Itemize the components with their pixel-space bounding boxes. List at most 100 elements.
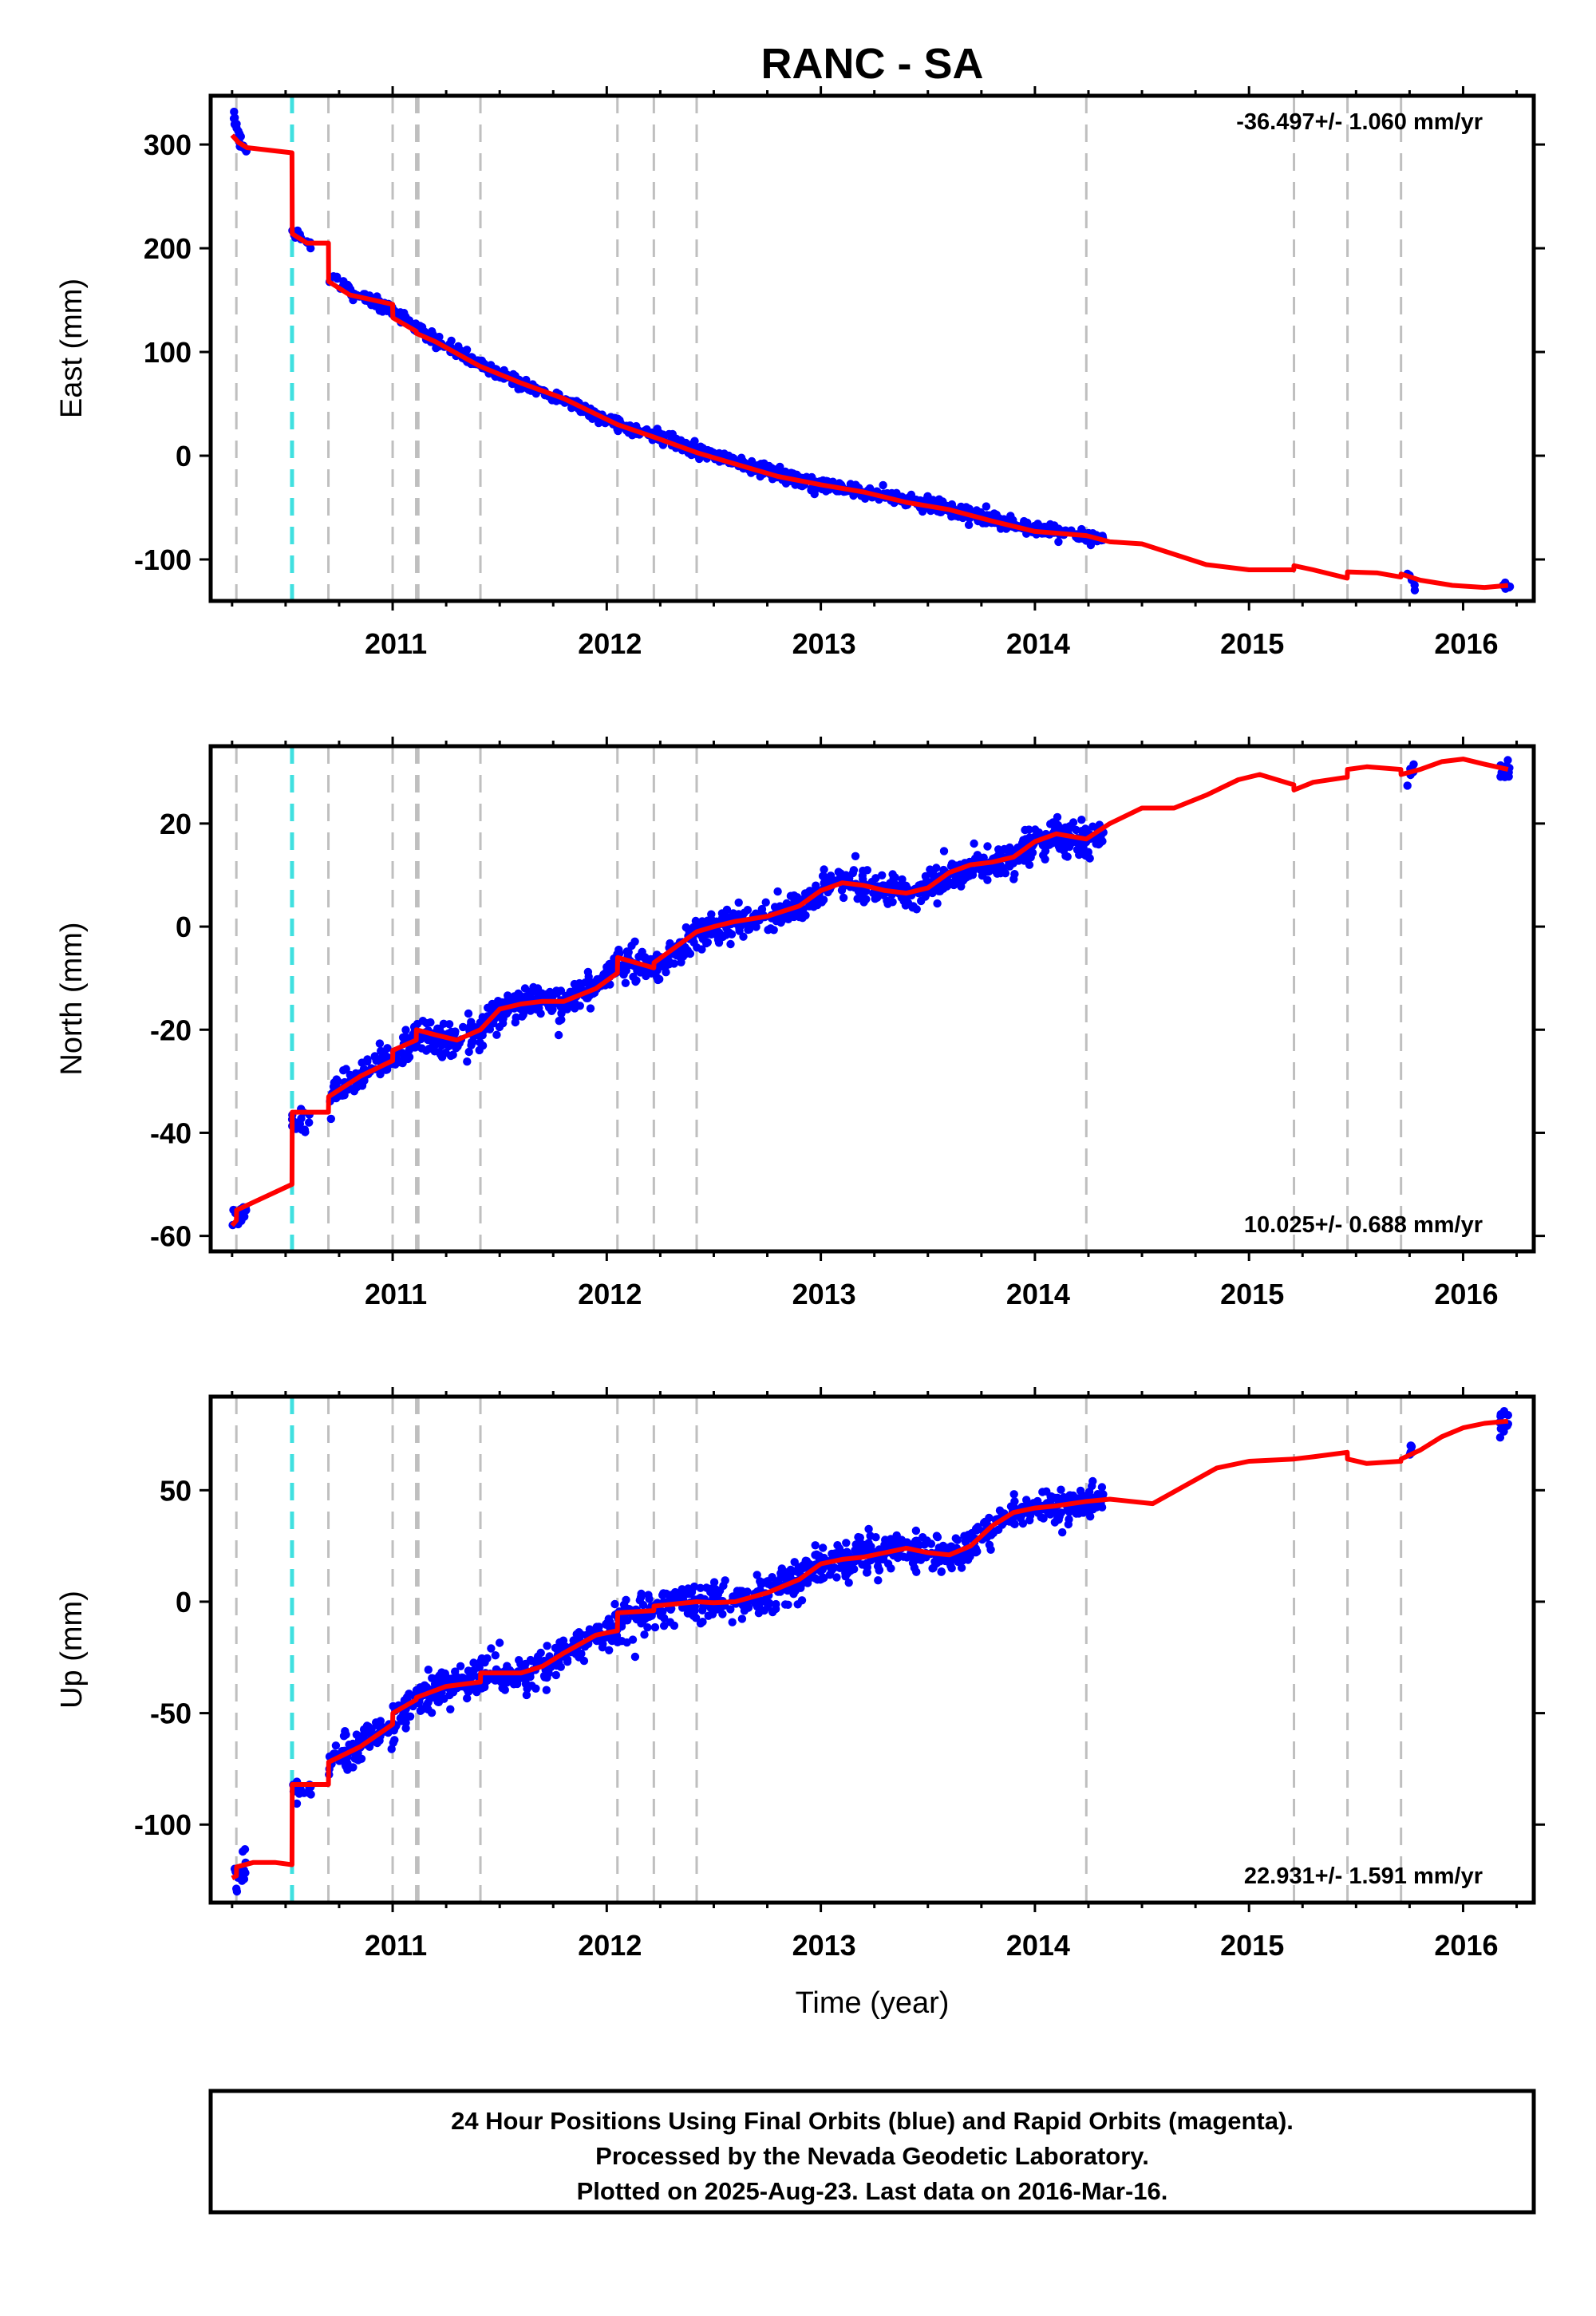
north-data-point (899, 896, 908, 906)
up-data-point (813, 1575, 822, 1584)
up-data-point (819, 1543, 828, 1552)
up-data-point (354, 1737, 363, 1745)
up-data-point (630, 1652, 640, 1662)
up-data-point (331, 1741, 341, 1750)
north-data-point (430, 1047, 439, 1056)
up-data-point (1044, 1508, 1053, 1517)
north-data-point (862, 895, 871, 903)
up-data-point (456, 1662, 465, 1670)
up-data-point (522, 1690, 531, 1700)
north-data-point (1005, 862, 1014, 871)
north-data-point (381, 1065, 390, 1074)
north-data-point (398, 1058, 407, 1068)
up-data-point (341, 1727, 350, 1736)
up-data-point (973, 1547, 982, 1556)
footer-line-2: Processed by the Nevada Geodetic Laborat… (595, 2142, 1149, 2170)
east-data-point (929, 496, 938, 504)
north-data-point (238, 1210, 247, 1219)
east-y-tick-label: 0 (176, 440, 192, 472)
up-data-point (431, 1674, 440, 1683)
north-data-point (878, 871, 887, 880)
up-y-tick-label: 0 (176, 1586, 192, 1618)
north-data-point (401, 1026, 410, 1034)
north-data-point (957, 882, 966, 891)
up-data-point (373, 1738, 381, 1748)
north-data-point (979, 853, 988, 862)
north-data-point (1403, 781, 1412, 790)
east-data-point (447, 336, 456, 346)
north-data-point (662, 968, 670, 977)
north-data-point (725, 928, 734, 938)
east-y-tick-label: -100 (134, 543, 192, 576)
east-y-tick-label: 300 (144, 128, 192, 161)
north-data-point (681, 923, 690, 932)
north-data-point (837, 886, 847, 895)
up-x-tick-label: 2015 (1220, 1929, 1284, 1962)
up-data-point (1496, 1412, 1505, 1421)
up-model-line (231, 1418, 1509, 1880)
up-data-point (1029, 1499, 1038, 1508)
up-data-point (536, 1648, 545, 1658)
north-data-point (331, 1081, 340, 1090)
north-data-point (1077, 827, 1086, 836)
up-data-point (818, 1565, 828, 1574)
north-data-point (939, 847, 949, 856)
north-data-point (497, 998, 506, 1007)
up-data-point (707, 1604, 717, 1614)
up-data-point (573, 1649, 583, 1658)
up-data-point (519, 1674, 527, 1682)
up-data-point (592, 1636, 601, 1646)
east-data-point (787, 468, 796, 477)
up-data-point (894, 1551, 903, 1559)
north-data-point (697, 945, 706, 954)
up-data-point (539, 1671, 549, 1681)
north-y-tick-label: -40 (150, 1117, 192, 1149)
up-data-point (543, 1642, 551, 1650)
north-data-point (681, 950, 690, 958)
up-data-point (468, 1670, 477, 1678)
north-data-point (691, 916, 701, 926)
north-data-point (772, 915, 781, 923)
north-data-point (1021, 835, 1030, 844)
north-data-point (734, 898, 743, 907)
up-data-point (768, 1607, 777, 1617)
north-data-point (512, 1013, 520, 1022)
north-data-point (839, 893, 848, 903)
up-data-point (766, 1581, 776, 1590)
north-data-point (1069, 818, 1078, 827)
up-data-point (491, 1651, 500, 1660)
up-data-point (743, 1587, 752, 1596)
north-data-point (933, 899, 942, 908)
up-data-point (440, 1694, 448, 1703)
up-data-point (863, 1559, 871, 1568)
north-data-point (809, 903, 818, 911)
up-data-point (292, 1799, 302, 1808)
north-data-point (1000, 844, 1009, 854)
up-x-tick-label: 2013 (792, 1929, 856, 1962)
north-data-point (851, 852, 860, 861)
up-data-point (1406, 1441, 1415, 1450)
up-data-point (709, 1578, 719, 1587)
up-data-point (1496, 1425, 1506, 1433)
up-data-point (1085, 1507, 1095, 1516)
up-data-point (495, 1638, 504, 1647)
north-y-axis-label: North (mm) (55, 922, 89, 1075)
up-data-point (916, 1555, 926, 1564)
up-data-point (401, 1712, 409, 1721)
up-x-tick-label: 2011 (365, 1929, 427, 1962)
north-data-point (970, 839, 978, 848)
east-data-point (514, 385, 523, 393)
up-data-point (1495, 1433, 1505, 1442)
up-data-point (656, 1611, 666, 1620)
north-data-point (820, 865, 828, 874)
up-data-point (887, 1535, 895, 1543)
north-data-point (715, 928, 724, 938)
up-data-point (985, 1540, 994, 1550)
up-data-point (783, 1586, 792, 1595)
up-data-point (354, 1756, 363, 1765)
up-data-point (500, 1686, 509, 1694)
north-data-point (467, 1018, 476, 1026)
north-data-point (422, 1046, 431, 1055)
north-y-tick-label: -20 (150, 1014, 192, 1046)
